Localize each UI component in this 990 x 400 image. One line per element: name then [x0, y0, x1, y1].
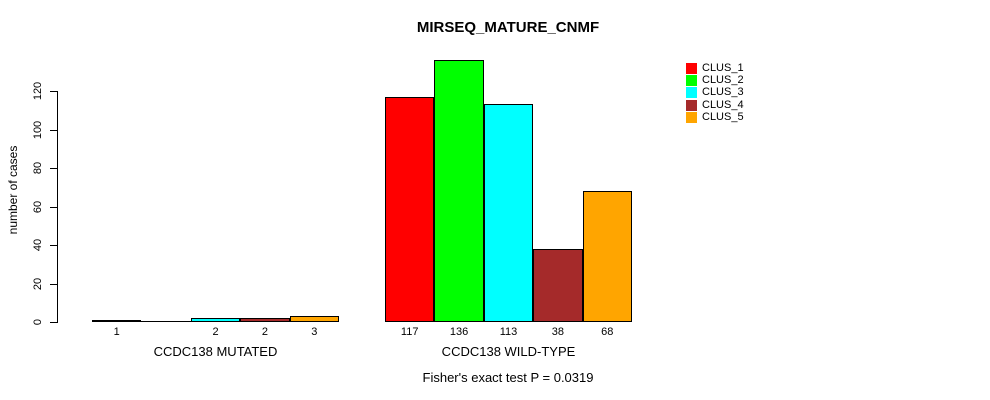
legend-swatch-clus_3	[686, 86, 697, 98]
bar-clus_3-group1	[191, 318, 240, 322]
bar-clus_2-group2	[434, 60, 484, 322]
y-axis-tick-label: 20	[32, 277, 44, 291]
legend-swatch-clus_2	[686, 74, 697, 86]
bar-value-label: 68	[601, 326, 614, 338]
bar-value-label: 3	[311, 326, 318, 338]
y-axis-tick-label: 100	[32, 120, 44, 140]
bar-clus_4-group2	[533, 249, 583, 322]
bar-clus_4-group1	[240, 318, 290, 322]
legend-label: CLUS_2	[702, 73, 744, 86]
legend-label: CLUS_3	[702, 85, 744, 98]
legend-swatch-clus_5	[686, 111, 697, 123]
bar-clus_3-group2	[484, 104, 533, 322]
bar-value-label: 2	[261, 326, 268, 338]
bar-value-label: 2	[212, 326, 219, 338]
legend-swatch-clus_4	[686, 99, 697, 111]
y-axis-tick	[50, 130, 57, 131]
y-axis-tick-label: 60	[32, 200, 44, 214]
bar-value-label: 113	[499, 326, 518, 338]
bar-value-label: 38	[551, 326, 565, 338]
y-axis-tick	[50, 284, 57, 285]
bar-value-label: 117	[400, 326, 419, 338]
bar-value-label: 136	[449, 326, 469, 338]
y-axis-label: number of cases	[6, 145, 20, 235]
bar-clus_1-group2	[385, 97, 434, 322]
bar-clus_1-group1	[92, 320, 141, 322]
y-axis-tick-label: 40	[32, 238, 44, 252]
legend-item-clus_2: CLUS_2	[686, 74, 744, 86]
legend-item-clus_4: CLUS_4	[686, 99, 744, 111]
bar-clus_5-group1	[290, 316, 339, 322]
bar-value-label: 1	[113, 326, 120, 338]
y-axis-tick-label: 0	[32, 318, 44, 326]
y-axis-line	[57, 91, 58, 323]
y-axis-tick	[50, 207, 57, 208]
legend-swatch-clus_1	[686, 62, 697, 74]
category-label: CCDC138 MUTATED	[153, 344, 278, 359]
y-axis-tick	[50, 168, 57, 169]
y-axis-tick-label: 80	[32, 161, 44, 175]
y-axis-tick-label: 120	[32, 81, 44, 101]
legend-item-clus_1: CLUS_1	[686, 62, 744, 74]
legend-item-clus_3: CLUS_3	[686, 86, 744, 98]
y-axis-tick	[50, 322, 57, 323]
y-axis-tick	[50, 91, 57, 92]
legend-label: CLUS_5	[702, 110, 744, 123]
y-axis-tick	[50, 245, 57, 246]
bar-clus_5-group2	[583, 191, 632, 322]
legend-label: CLUS_1	[702, 61, 744, 74]
legend-label: CLUS_4	[702, 98, 744, 111]
fisher-test-annotation: Fisher's exact test P = 0.0319	[422, 370, 594, 385]
category-label: CCDC138 WILD-TYPE	[441, 344, 576, 359]
legend-item-clus_5: CLUS_5	[686, 111, 744, 123]
chart-title: MIRSEQ_MATURE_CNMF	[416, 19, 600, 36]
bar-clus_2-group1	[141, 321, 191, 322]
